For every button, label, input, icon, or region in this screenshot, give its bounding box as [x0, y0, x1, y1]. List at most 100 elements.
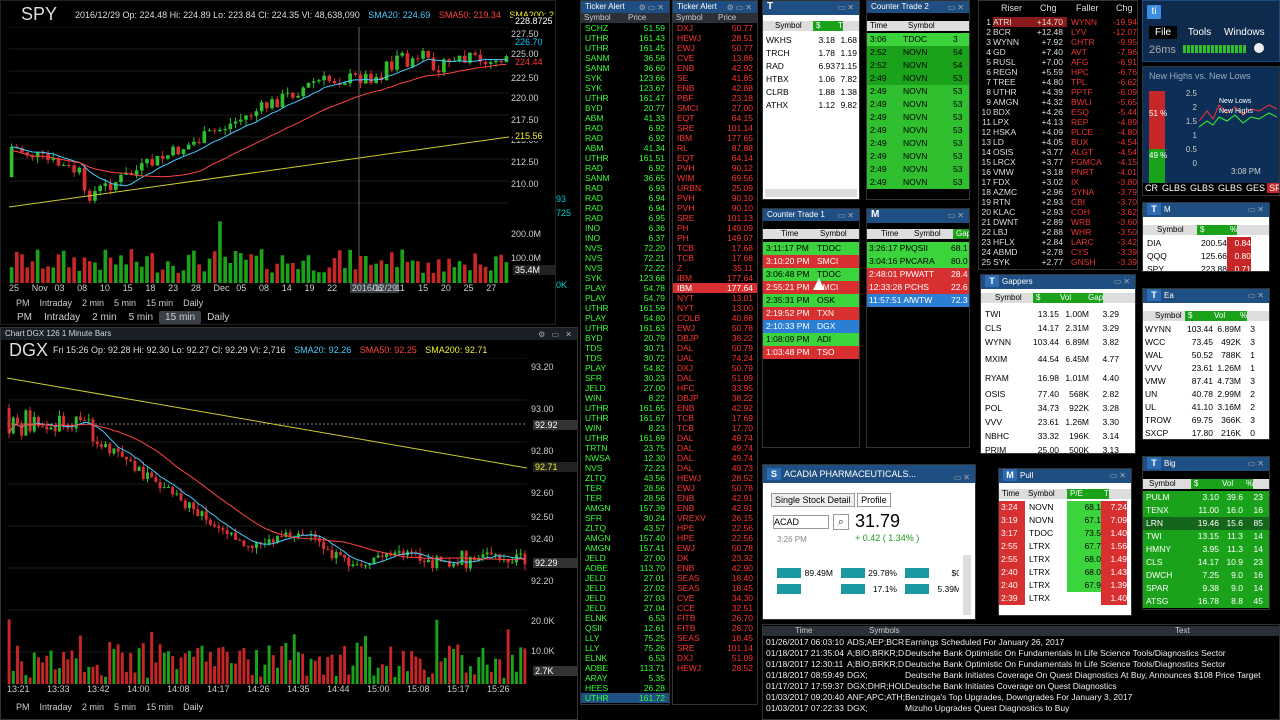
table-row[interactable]: 1 ATRI +14.70 WYNN -19.94 [979, 17, 1137, 27]
table-row[interactable]: ZLTQ 43.57 [581, 523, 669, 533]
table-row[interactable]: INO 6.36 [581, 223, 669, 233]
table-row[interactable]: DBJP 38.22 [673, 333, 757, 343]
timeframe-5-min[interactable]: 5 min [128, 312, 154, 323]
table-row[interactable]: ADBE 113.71 [581, 663, 669, 673]
table-row[interactable]: 8 UTHR +4.39 PPTF -6.09 [979, 87, 1137, 97]
table-row[interactable]: DAL 49.74 [673, 433, 757, 443]
window-controls[interactable]: ⚙▭✕ [638, 3, 666, 12]
table-row[interactable]: 2:55:21 PM SMCI [763, 281, 859, 294]
table-row[interactable]: SRE 101.13 [673, 213, 757, 223]
table-row[interactable]: UTHR 161.69 [581, 433, 669, 443]
table-row[interactable]: TENX 11.00 16.0 16 [1143, 504, 1269, 517]
table-row[interactable]: NBHC 33.32 196K 3.14 [981, 429, 1135, 443]
table-row[interactable]: SPY 223.88 0.71 [1143, 263, 1269, 271]
table-row[interactable]: LLY 75.26 [581, 643, 669, 653]
table-row[interactable]: LRN 19.46 15.6 85 [1143, 517, 1269, 530]
table-row[interactable]: 2:49 NOVN 53 [867, 150, 969, 163]
window-controls[interactable]: ▭✕ [1109, 471, 1128, 480]
table-row[interactable]: DAL 51.09 [673, 373, 757, 383]
table-row[interactable]: ENB 42.91 [673, 493, 757, 503]
table-row[interactable]: TRCH 1.78 1.19 [763, 47, 859, 60]
table-row[interactable]: CLS 14.17 10.9 23 [1143, 556, 1269, 569]
table-row[interactable]: 13 LD +4.05 BUX -4.54 [979, 137, 1137, 147]
table-row[interactable]: TDS 30.72 [581, 353, 669, 363]
timeframe-intraday[interactable]: Intraday [39, 702, 73, 712]
table-row[interactable]: SXCP 17.80 216K 0 [1143, 427, 1269, 439]
table-row[interactable]: JELD 27.00 [581, 383, 669, 393]
timeframe-pm[interactable]: PM [16, 298, 30, 308]
table-row[interactable]: 01/03/2017 09:20:40 ANF;APC;ATH;Benzinga'… [763, 692, 1279, 703]
table-row[interactable]: RAD 6.92 [581, 163, 669, 173]
table-row[interactable]: SYK 123.68 [581, 273, 669, 283]
table-row[interactable]: 2:10:33 PM DGX [763, 320, 859, 333]
table-row[interactable]: RAD 6.9371.15 [763, 60, 859, 73]
search-icon[interactable]: ⌕ [833, 514, 849, 530]
table-row[interactable]: UTHR 161.51 [581, 153, 669, 163]
table-row[interactable]: 01/18/2017 21:35:04 A;BIO;BRKR;DDeutsche … [763, 648, 1279, 659]
table-row[interactable]: SEAS 18.45 [673, 583, 757, 593]
table-row[interactable]: VMW 87.41 4.73M 3 [1143, 375, 1269, 388]
table-row[interactable]: TWI 13.15 11.3 14 [1143, 530, 1269, 543]
table-row[interactable]: UL 41.10 3.16M 2 [1143, 401, 1269, 414]
table-row[interactable]: DK 23.32 [673, 553, 757, 563]
menu-file[interactable]: File [1149, 26, 1178, 39]
table-row[interactable]: CCE 32.51 [673, 603, 757, 613]
table-row[interactable]: TWI 13.15 1.00M 3.29 [981, 307, 1135, 321]
table-row[interactable]: HPE 22.56 [673, 533, 757, 543]
table-row[interactable]: 11:57:51 AMWTW72.3 [867, 294, 969, 307]
table-row[interactable]: AMGN 157.40 [581, 533, 669, 543]
table-row[interactable]: PLAY 54.78 [581, 283, 669, 293]
table-row[interactable]: HTBX 1.06 7.82 [763, 73, 859, 86]
table-row[interactable]: 01/18/2017 08:59:49 DGX; Deutsche Bank Ini… [763, 670, 1279, 681]
window-controls[interactable]: ▭✕ [947, 3, 966, 12]
table-row[interactable]: 25 SYK +2.77 GNSH -3.39 [979, 257, 1137, 267]
table-row[interactable]: 01/03/2017 07:22:33 DGX; Mizuho Upgrades Q… [763, 703, 1279, 714]
table-row[interactable]: NVS 72.21 [581, 253, 669, 263]
timeframe-pm[interactable]: PM [16, 702, 30, 712]
table-row[interactable]: UTHR 161.59 [581, 303, 669, 313]
window-controls[interactable]: ▭✕ [1247, 459, 1266, 468]
table-row[interactable]: 2:49 NOVN 53 [867, 176, 969, 189]
timeframe-5-min[interactable]: 5 min [114, 702, 137, 712]
table-row[interactable]: HEWJ 28.52 [673, 473, 757, 483]
symbol-input[interactable] [773, 515, 829, 529]
timeframe-15-min[interactable]: 15 min [146, 298, 174, 308]
table-row[interactable]: UTHR 161.65 [581, 403, 669, 413]
table-row[interactable]: VREXV 26.15 [673, 513, 757, 523]
table-row[interactable]: 2:49 NOVN 53 [867, 111, 969, 124]
table-row[interactable]: EWJ 50.78 [673, 483, 757, 493]
table-row[interactable]: 01/17/2017 17:59:37 DGX;DHR;HOLDeutsche B… [763, 681, 1279, 692]
table-row[interactable]: PVH 90.10 [673, 193, 757, 203]
table-row[interactable]: 3:19 NOVN 67.1 7.09 [999, 514, 1131, 527]
table-row[interactable]: EQT 64.15 [673, 113, 757, 123]
table-row[interactable]: PBF 23.18 [673, 93, 757, 103]
table-row[interactable]: WKHS 3.18 1.68 [763, 34, 859, 47]
table-row[interactable]: MXIM 44.54 6.45M 4.77 [981, 349, 1135, 369]
table-row[interactable]: 12 HSKA +4.09 PLCE -4.80 [979, 127, 1137, 137]
menu-windows[interactable]: Windows [1224, 27, 1265, 38]
table-row[interactable]: 2:55 LTRX 67.7 1.56 [999, 540, 1131, 553]
table-row[interactable]: BYD 20.77 [581, 103, 669, 113]
table-row[interactable]: 2:35:31 PM OSK [763, 294, 859, 307]
table-row[interactable]: 2:49 NOVN 53 [867, 124, 969, 137]
table-row[interactable]: SRE 101.14 [673, 123, 757, 133]
table-row[interactable]: ATHX 1.12 9.82 [763, 99, 859, 112]
timeframe-15-min[interactable]: 15 min [159, 311, 202, 324]
timeframe-intraday[interactable]: Intraday [39, 298, 73, 308]
table-row[interactable]: DWCH 7.25 9.0 16 [1143, 569, 1269, 582]
table-row[interactable]: FITB 26.70 [673, 613, 757, 623]
table-row[interactable]: DXJ 51.09 [673, 653, 757, 663]
table-row[interactable]: UAL 74.24 [673, 353, 757, 363]
table-row[interactable]: PRIM 25.00 500K 3.13 [981, 443, 1135, 453]
table-row[interactable]: WYNN 103.44 6.89M 3 [1143, 323, 1269, 336]
table-row[interactable]: UN 40.78 2.99M 2 [1143, 388, 1269, 401]
menu-tools[interactable]: Tools [1187, 27, 1212, 38]
table-row[interactable]: 9 AMGN +4.32 BWLI -5.65 [979, 97, 1137, 107]
tab-profile[interactable]: Profile [857, 493, 891, 507]
table-row[interactable]: UTHR 161.45 [581, 43, 669, 53]
table-row[interactable]: 3:06:48 PM TDOC [763, 268, 859, 281]
table-row[interactable]: ELNK 6.53 [581, 613, 669, 623]
table-row[interactable]: TER 28.56 [581, 483, 669, 493]
table-row[interactable]: 2:49 NOVN 53 [867, 98, 969, 111]
table-row[interactable]: DAL 49.74 [673, 443, 757, 453]
